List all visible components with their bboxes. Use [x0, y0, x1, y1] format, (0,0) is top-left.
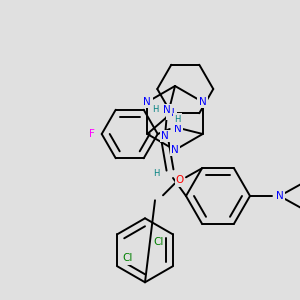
Text: F: F [89, 129, 95, 139]
Text: N: N [161, 131, 169, 141]
Text: N: N [171, 145, 179, 155]
Text: N: N [167, 108, 175, 118]
Text: H: H [175, 115, 181, 124]
Text: Cl: Cl [154, 237, 164, 247]
Text: H: H [152, 106, 158, 115]
Text: H: H [153, 169, 159, 178]
Text: O: O [176, 175, 184, 185]
Text: N: N [143, 97, 151, 107]
Text: N: N [174, 124, 182, 134]
Text: N: N [276, 191, 284, 201]
Text: Cl: Cl [122, 253, 133, 263]
Text: N: N [163, 105, 171, 115]
Text: N: N [199, 97, 207, 107]
